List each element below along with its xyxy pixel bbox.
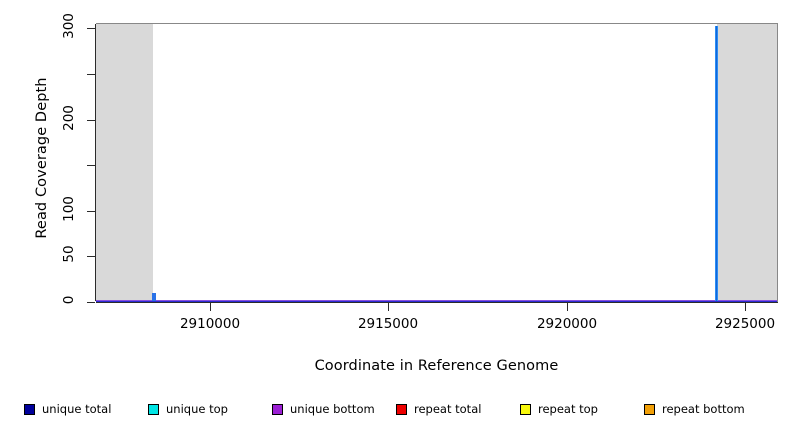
legend-label: unique top	[166, 402, 228, 416]
legend-swatch-icon	[272, 403, 283, 415]
legend-entry-unique-bottom: unique bottom	[272, 402, 396, 416]
legend-label: unique total	[42, 402, 112, 416]
legend-entry-unique-top: unique top	[148, 402, 272, 416]
y-tick-150	[87, 165, 95, 166]
plot-area	[96, 24, 777, 302]
plot-border-right	[777, 23, 778, 303]
datapoint-spike-right-core	[716, 26, 717, 301]
y-axis-line	[95, 24, 96, 301]
x-tick-2915000	[388, 303, 389, 311]
y-tick-0	[87, 302, 95, 303]
legend-label: repeat total	[414, 402, 482, 416]
y-tick-300	[87, 28, 95, 29]
x-tick-2920000	[567, 303, 568, 311]
legend-swatch-icon	[24, 403, 35, 415]
x-tick-2910000	[210, 303, 211, 311]
shaded-region-left	[96, 24, 153, 302]
legend-entry-repeat-bottom: repeat bottom	[644, 402, 768, 416]
x-axis-line	[96, 302, 778, 303]
shaded-region-right	[717, 24, 777, 302]
x-tick-label-2920000: 2920000	[536, 316, 598, 332]
legend-swatch-icon	[520, 403, 531, 415]
y-tick-50	[87, 256, 95, 257]
legend-entry-repeat-total: repeat total	[396, 402, 520, 416]
y-tick-200	[87, 120, 95, 121]
x-tick-label-2915000: 2915000	[357, 316, 419, 332]
legend-label: unique bottom	[290, 402, 375, 416]
legend-entry-unique-total: unique total	[24, 402, 148, 416]
x-tick-label-2925000: 2925000	[714, 316, 776, 332]
legend-entry-repeat-top: repeat top	[520, 402, 644, 416]
legend-swatch-icon	[644, 403, 655, 415]
y-tick-label-300: 300	[61, 13, 77, 39]
legend-label: repeat bottom	[662, 402, 745, 416]
y-tick-250	[87, 74, 95, 75]
y-tick-100	[87, 211, 95, 212]
y-tick-label-100: 100	[61, 196, 77, 222]
x-axis-title: Coordinate in Reference Genome	[314, 358, 559, 374]
legend: unique total unique top unique bottom re…	[0, 398, 792, 420]
datapoint-bump-left	[152, 293, 156, 301]
legend-swatch-icon	[396, 403, 407, 415]
legend-swatch-icon	[148, 403, 159, 415]
series-unique-total	[96, 301, 777, 302]
y-axis-title: Read Coverage Depth	[34, 77, 50, 239]
y-tick-label-200: 200	[61, 105, 77, 131]
x-tick-2925000	[745, 303, 746, 311]
x-tick-label-2910000: 2910000	[179, 316, 241, 332]
legend-label: repeat top	[538, 402, 598, 416]
plot-border-top	[96, 23, 778, 24]
